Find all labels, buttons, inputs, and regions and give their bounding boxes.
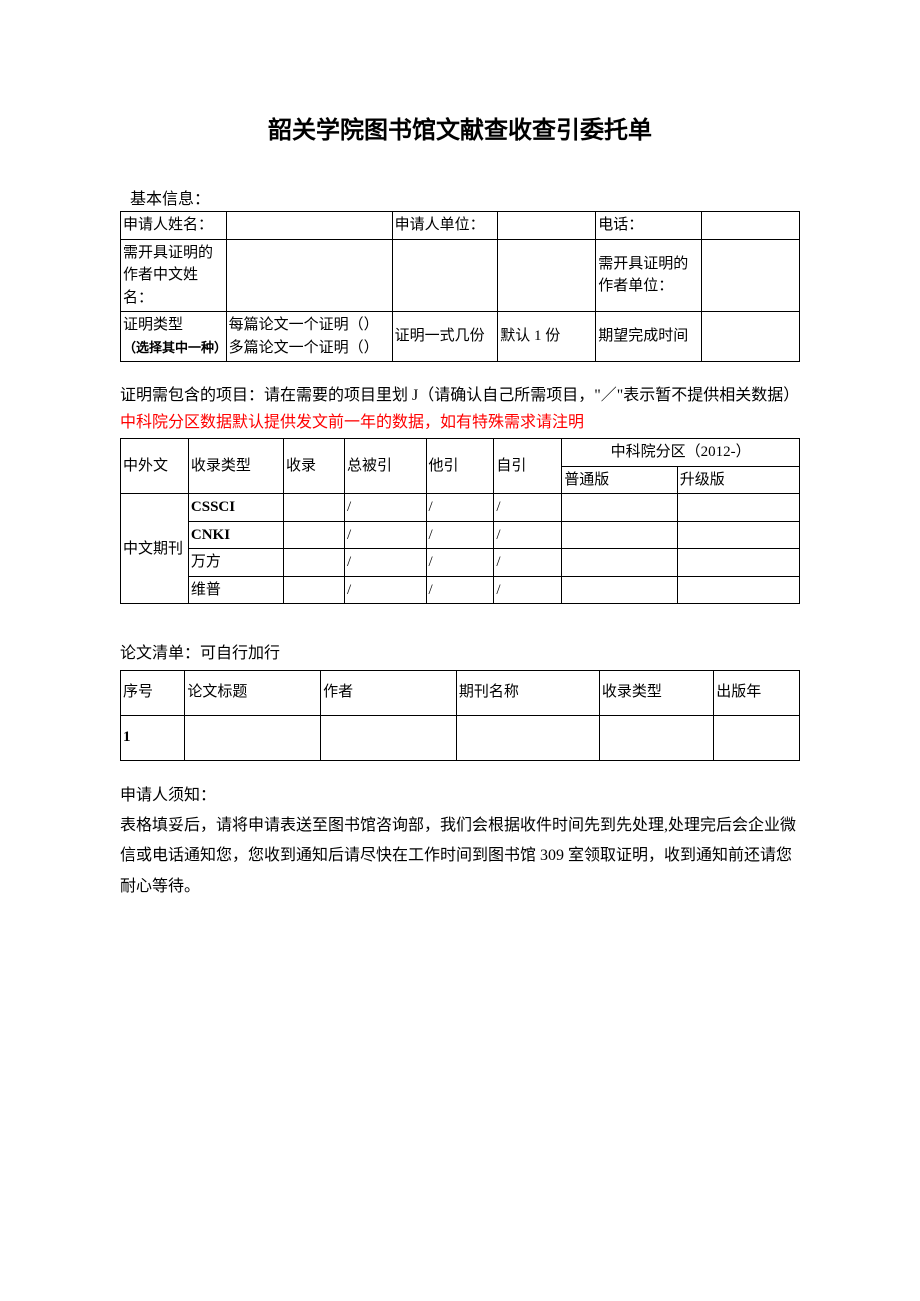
applicant-unit-label: 申请人单位： [392, 212, 498, 240]
cell: / [345, 521, 426, 549]
cell [283, 549, 344, 577]
col-normal-ver: 普通版 [562, 466, 677, 494]
cell: / [494, 576, 562, 604]
col-self-cite: 自引 [494, 439, 562, 494]
cell [562, 521, 677, 549]
cell: / [426, 576, 494, 604]
col-index-type: 收录类型 [188, 439, 283, 494]
cell [321, 715, 457, 760]
table-row: 1 [121, 715, 800, 760]
paper-list-table: 序号 论文标题 作者 期刊名称 收录类型 出版年 1 [120, 670, 800, 761]
copies-label: 证明一式几份 [392, 312, 498, 362]
cell: / [426, 521, 494, 549]
expect-time-label: 期望完成时间 [596, 312, 702, 362]
author-unit-label: 需开具证明的作者单位： [596, 239, 702, 312]
cell [456, 715, 599, 760]
author-cn-name-value [226, 239, 392, 312]
cell [283, 521, 344, 549]
cell: / [345, 494, 426, 522]
notice-heading: 申请人须知： [120, 781, 800, 811]
cert-type-text: 证明类型 [123, 317, 183, 333]
paper-list-label: 论文清单：可自行加行 [120, 640, 800, 667]
col-journal: 期刊名称 [456, 670, 599, 715]
table-row: 中外文 收录类型 收录 总被引 他引 自引 中科院分区（2012-） [121, 439, 800, 467]
cell [599, 715, 713, 760]
cell-seq: 1 [121, 715, 185, 760]
group-cn-journal: 中文期刊 [121, 494, 189, 604]
col-paper-title: 论文标题 [185, 670, 321, 715]
empty-cell [498, 239, 596, 312]
cell [562, 549, 677, 577]
cell-type: 万方 [188, 549, 283, 577]
cell: / [426, 494, 494, 522]
table-row: 申请人姓名： 申请人单位： 电话： [121, 212, 800, 240]
table-row: 证明类型 （选择其中一种） 每篇论文一个证明（） 多篇论文一个证明（） 证明一式… [121, 312, 800, 362]
items-table: 中外文 收录类型 收录 总被引 他引 自引 中科院分区（2012-） 普通版 升… [120, 438, 800, 604]
col-upgrade-ver: 升级版 [677, 466, 799, 494]
document-page: 韶关学院图书馆文献查收查引委托单 基本信息： 申请人姓名： 申请人单位： 电话：… [0, 0, 920, 1301]
table-row: CNKI / / / [121, 521, 800, 549]
cell [185, 715, 321, 760]
phone-value [701, 212, 799, 240]
need-desc: 证明需包含的项目：请在需要的项目里划 J（请确认自己所需项目，"／"表示暂不提供… [120, 382, 800, 409]
cell [677, 521, 799, 549]
cell: / [345, 549, 426, 577]
col-pub-year: 出版年 [714, 670, 800, 715]
cell: / [494, 521, 562, 549]
author-unit-value [701, 239, 799, 312]
cell-type: CSSCI [188, 494, 283, 522]
cell-type: CNKI [188, 521, 283, 549]
col-author: 作者 [321, 670, 457, 715]
col-other-cite: 他引 [426, 439, 494, 494]
expect-time-value [701, 312, 799, 362]
cell [677, 494, 799, 522]
cell: / [426, 549, 494, 577]
page-title: 韶关学院图书馆文献查收查引委托单 [120, 110, 800, 145]
cell: / [494, 494, 562, 522]
col-index: 收录 [283, 439, 344, 494]
col-cas-partition: 中科院分区（2012-） [562, 439, 800, 467]
cell [677, 549, 799, 577]
applicant-name-value [226, 212, 392, 240]
applicant-unit-value [498, 212, 596, 240]
table-row: 序号 论文标题 作者 期刊名称 收录类型 出版年 [121, 670, 800, 715]
table-row: 维普 / / / [121, 576, 800, 604]
table-row: 需开具证明的 作者中文姓名： 需开具证明的作者单位： [121, 239, 800, 312]
cell: / [345, 576, 426, 604]
table-row: 万方 / / / [121, 549, 800, 577]
cell-type: 维普 [188, 576, 283, 604]
notice-section: 申请人须知： 表格填妥后，请将申请表送至图书馆咨询部，我们会根据收件时间先到先处… [120, 781, 800, 903]
phone-label: 电话： [596, 212, 702, 240]
table-row: 中文期刊 CSSCI / / / [121, 494, 800, 522]
cert-type-note: （选择其中一种） [123, 340, 227, 355]
cell: / [494, 549, 562, 577]
cell [562, 576, 677, 604]
basic-info-table: 申请人姓名： 申请人单位： 电话： 需开具证明的 作者中文姓名： 需开具证明的作… [120, 211, 800, 362]
notice-body: 表格填妥后，请将申请表送至图书馆咨询部，我们会根据收件时间先到先处理,处理完后会… [120, 811, 800, 902]
need-note-red: 中科院分区数据默认提供发文前一年的数据，如有特殊需求请注明 [120, 409, 800, 436]
cell [283, 494, 344, 522]
cell [283, 576, 344, 604]
cert-type-options: 每篇论文一个证明（） 多篇论文一个证明（） [226, 312, 392, 362]
copies-default: 默认 1 份 [498, 312, 596, 362]
cell [677, 576, 799, 604]
col-cnforeign: 中外文 [121, 439, 189, 494]
applicant-name-label: 申请人姓名： [121, 212, 227, 240]
basic-info-label: 基本信息： [130, 185, 800, 209]
empty-cell [392, 239, 498, 312]
author-cn-name-label: 需开具证明的 作者中文姓名： [121, 239, 227, 312]
cert-type-label: 证明类型 （选择其中一种） [121, 312, 227, 362]
cell [562, 494, 677, 522]
col-seq: 序号 [121, 670, 185, 715]
col-index-type: 收录类型 [599, 670, 713, 715]
cell [714, 715, 800, 760]
col-total-cite: 总被引 [345, 439, 426, 494]
